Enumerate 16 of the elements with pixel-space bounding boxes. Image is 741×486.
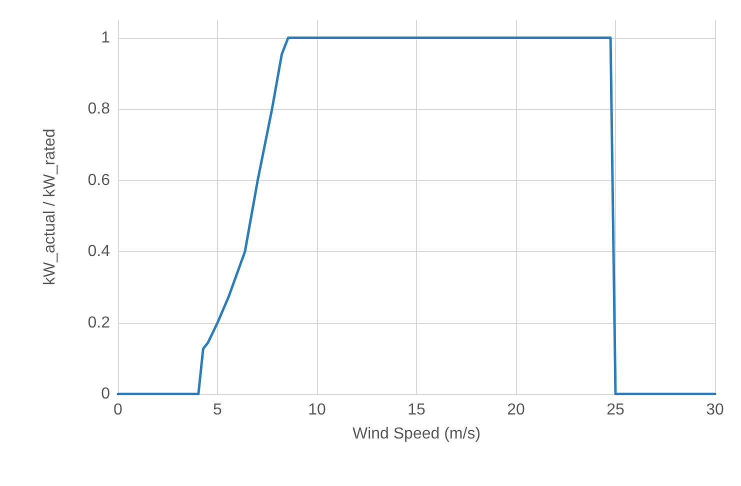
y-axis-title: kW_actual / kW_rated (42, 128, 58, 286)
y-tick-label: 0.4 (88, 243, 110, 260)
x-tick-label: 5 (213, 402, 222, 418)
x-tick-label: 10 (308, 402, 326, 418)
y-tick-label: 0 (101, 386, 110, 402)
x-tick-label: 0 (114, 402, 123, 418)
line-series (116, 36, 716, 396)
x-tick-label: 30 (706, 402, 724, 418)
x-tick-label: 15 (408, 402, 426, 418)
x-tick-label: 20 (507, 402, 525, 418)
y-tick-label: 0.2 (88, 314, 110, 332)
x-axis-title: Wind Speed (m/s) (352, 426, 481, 442)
x-tick-label: 25 (606, 402, 624, 418)
y-tick-label: 1 (101, 29, 110, 46)
y-tick-label: 0.6 (88, 172, 110, 189)
y-tick-label: 0.8 (88, 100, 110, 118)
